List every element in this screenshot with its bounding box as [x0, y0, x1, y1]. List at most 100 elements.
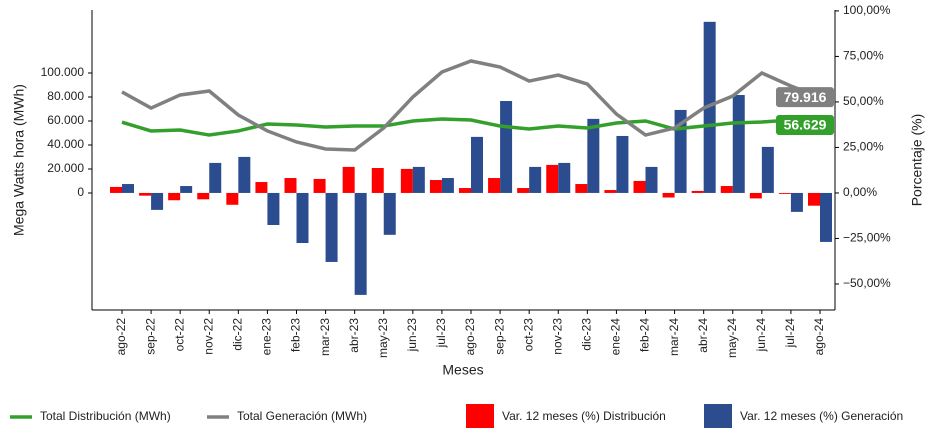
x-tick-label: ago-24 — [812, 318, 826, 356]
bar — [122, 184, 134, 193]
x-tick-label: may-24 — [725, 318, 739, 358]
y-tick-label: 20.000 — [47, 161, 84, 175]
bar — [168, 192, 181, 201]
bar — [558, 162, 571, 193]
bar — [313, 178, 326, 193]
bar — [412, 166, 425, 193]
x-tick-label: jun-24 — [754, 318, 768, 353]
x-tick-label: mar-23 — [318, 318, 332, 356]
x-tick-label: oct-22 — [172, 318, 186, 352]
y2-tick-label: −25,00% — [843, 231, 891, 245]
bar — [691, 190, 704, 193]
bar — [459, 188, 471, 193]
x-tick-label: dic-22 — [231, 318, 245, 351]
y2-tick-label: 100,00% — [843, 3, 891, 17]
bar — [720, 186, 733, 193]
y2-tick-label: −50,00% — [843, 276, 891, 290]
value-label-box — [776, 87, 834, 108]
x-tick-label: nov-22 — [201, 318, 215, 355]
x-tick-label: ene-24 — [609, 318, 623, 356]
legend-label: Total Generación (MWh) — [237, 409, 367, 423]
bar — [267, 192, 280, 225]
value-label-box — [776, 115, 834, 136]
x-tick-label: abr-23 — [347, 318, 361, 353]
legend-swatch — [466, 404, 494, 428]
bar — [604, 190, 617, 193]
x-tick-label: jul-23 — [434, 318, 448, 349]
legend-label: Var. 12 meses (%) Generación — [740, 409, 903, 423]
bar — [226, 192, 239, 205]
x-axis-title: Meses — [442, 362, 483, 378]
bar — [488, 178, 501, 193]
y2-axis-title: Porcentaje (%) — [909, 114, 925, 207]
x-tick-label: feb-23 — [289, 318, 303, 352]
bar — [325, 192, 338, 262]
y-tick-label: 60.000 — [47, 113, 84, 127]
bar — [820, 192, 832, 242]
x-tick-label: nov-23 — [550, 318, 564, 355]
y-tick-label: 80.000 — [47, 89, 84, 103]
bar — [471, 136, 483, 193]
bar — [255, 182, 268, 193]
x-tick-label: may-23 — [376, 318, 390, 358]
x-tick-label: sep-23 — [492, 318, 506, 355]
legend-label: Total Distribución (MWh) — [40, 409, 171, 423]
bar — [110, 186, 122, 193]
bar — [749, 192, 762, 199]
bar — [546, 164, 559, 193]
bar — [371, 168, 384, 193]
bar — [761, 146, 774, 193]
bar — [529, 166, 542, 193]
x-tick-label: ago-23 — [463, 318, 477, 356]
bar — [500, 101, 513, 193]
y2-tick-label: 75,00% — [843, 49, 884, 63]
bar — [674, 109, 687, 193]
bar — [342, 166, 355, 193]
bar — [778, 192, 791, 194]
bar — [587, 118, 600, 193]
bar — [616, 135, 629, 193]
x-tick-label: oct-23 — [521, 318, 535, 352]
bar — [517, 188, 530, 193]
bar — [383, 192, 396, 235]
legend-swatch — [704, 404, 732, 428]
bar — [151, 192, 164, 210]
x-tick-label: ago-22 — [114, 318, 128, 356]
bar — [575, 184, 588, 193]
bar — [238, 156, 251, 193]
bar — [633, 180, 646, 193]
x-tick-label: abr-24 — [696, 318, 710, 353]
bar — [645, 166, 658, 193]
bar — [296, 192, 309, 244]
bar — [732, 95, 745, 193]
y-tick-label: 40.000 — [47, 137, 84, 151]
bar — [400, 168, 413, 193]
y2-tick-label: 0,00% — [843, 185, 877, 199]
y-tick-label: 0 — [77, 185, 84, 199]
value-label: 56.629 — [784, 117, 827, 133]
bar — [139, 192, 152, 196]
line — [121, 59, 821, 152]
bar — [209, 162, 222, 193]
y2-tick-label: 25,00% — [843, 140, 884, 154]
y2-tick-label: 50,00% — [843, 94, 884, 108]
x-tick-label: jun-23 — [405, 318, 419, 353]
x-tick-label: feb-24 — [638, 318, 652, 352]
bar — [180, 186, 193, 193]
x-tick-label: sep-22 — [143, 318, 157, 355]
bar — [808, 192, 820, 206]
bar — [662, 192, 675, 198]
bar — [790, 192, 803, 212]
x-tick-label: mar-24 — [667, 318, 681, 356]
line — [121, 117, 821, 137]
bar — [429, 180, 442, 193]
bar — [284, 178, 297, 193]
bar — [197, 192, 210, 200]
bar — [441, 178, 454, 193]
x-tick-label: jul-24 — [783, 318, 797, 349]
bar — [354, 192, 367, 295]
value-label: 79.916 — [784, 89, 827, 105]
y-axis-title: Mega Watts hora (MWh) — [11, 84, 27, 236]
x-tick-label: ene-23 — [260, 318, 274, 356]
